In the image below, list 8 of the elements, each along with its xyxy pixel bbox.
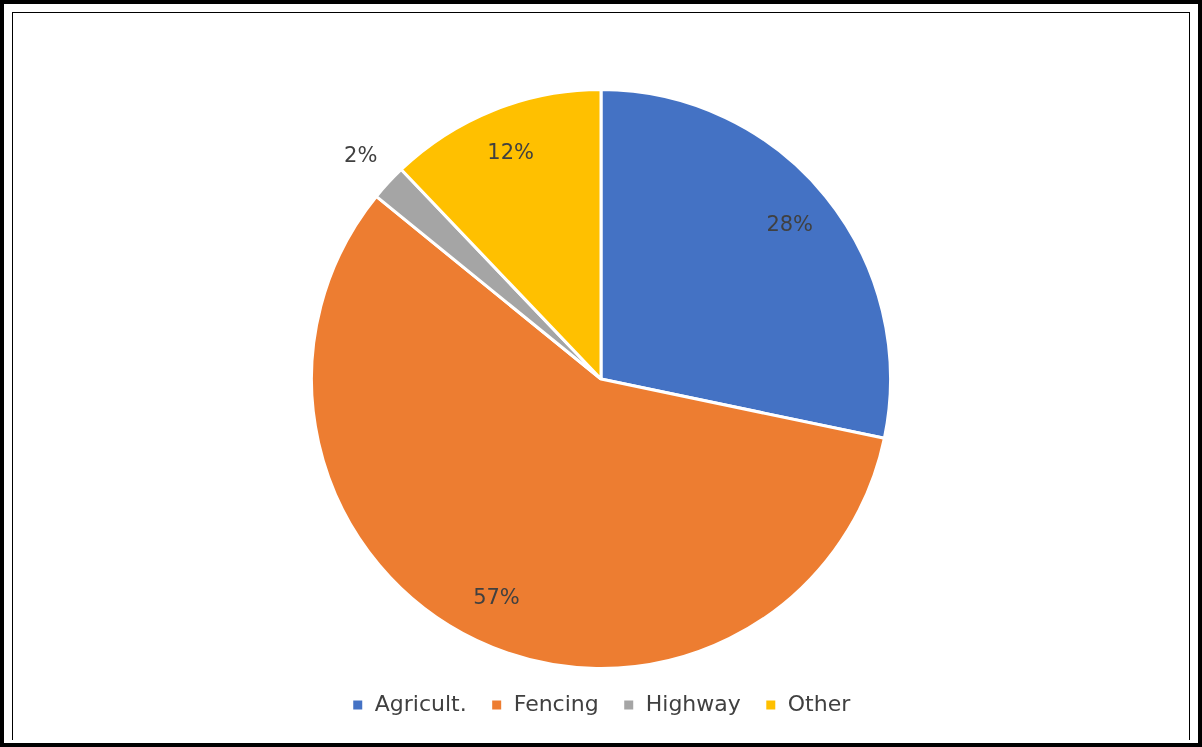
legend-label: Highway [645,690,741,716]
data-label: 2% [344,143,378,168]
legend-label: Fencing [513,690,599,716]
legend-label: Agricult. [374,690,467,716]
legend-label: Other [787,690,852,716]
data-label: 12% [487,139,534,164]
data-label: 57% [473,585,520,610]
data-label: 28% [766,212,814,237]
